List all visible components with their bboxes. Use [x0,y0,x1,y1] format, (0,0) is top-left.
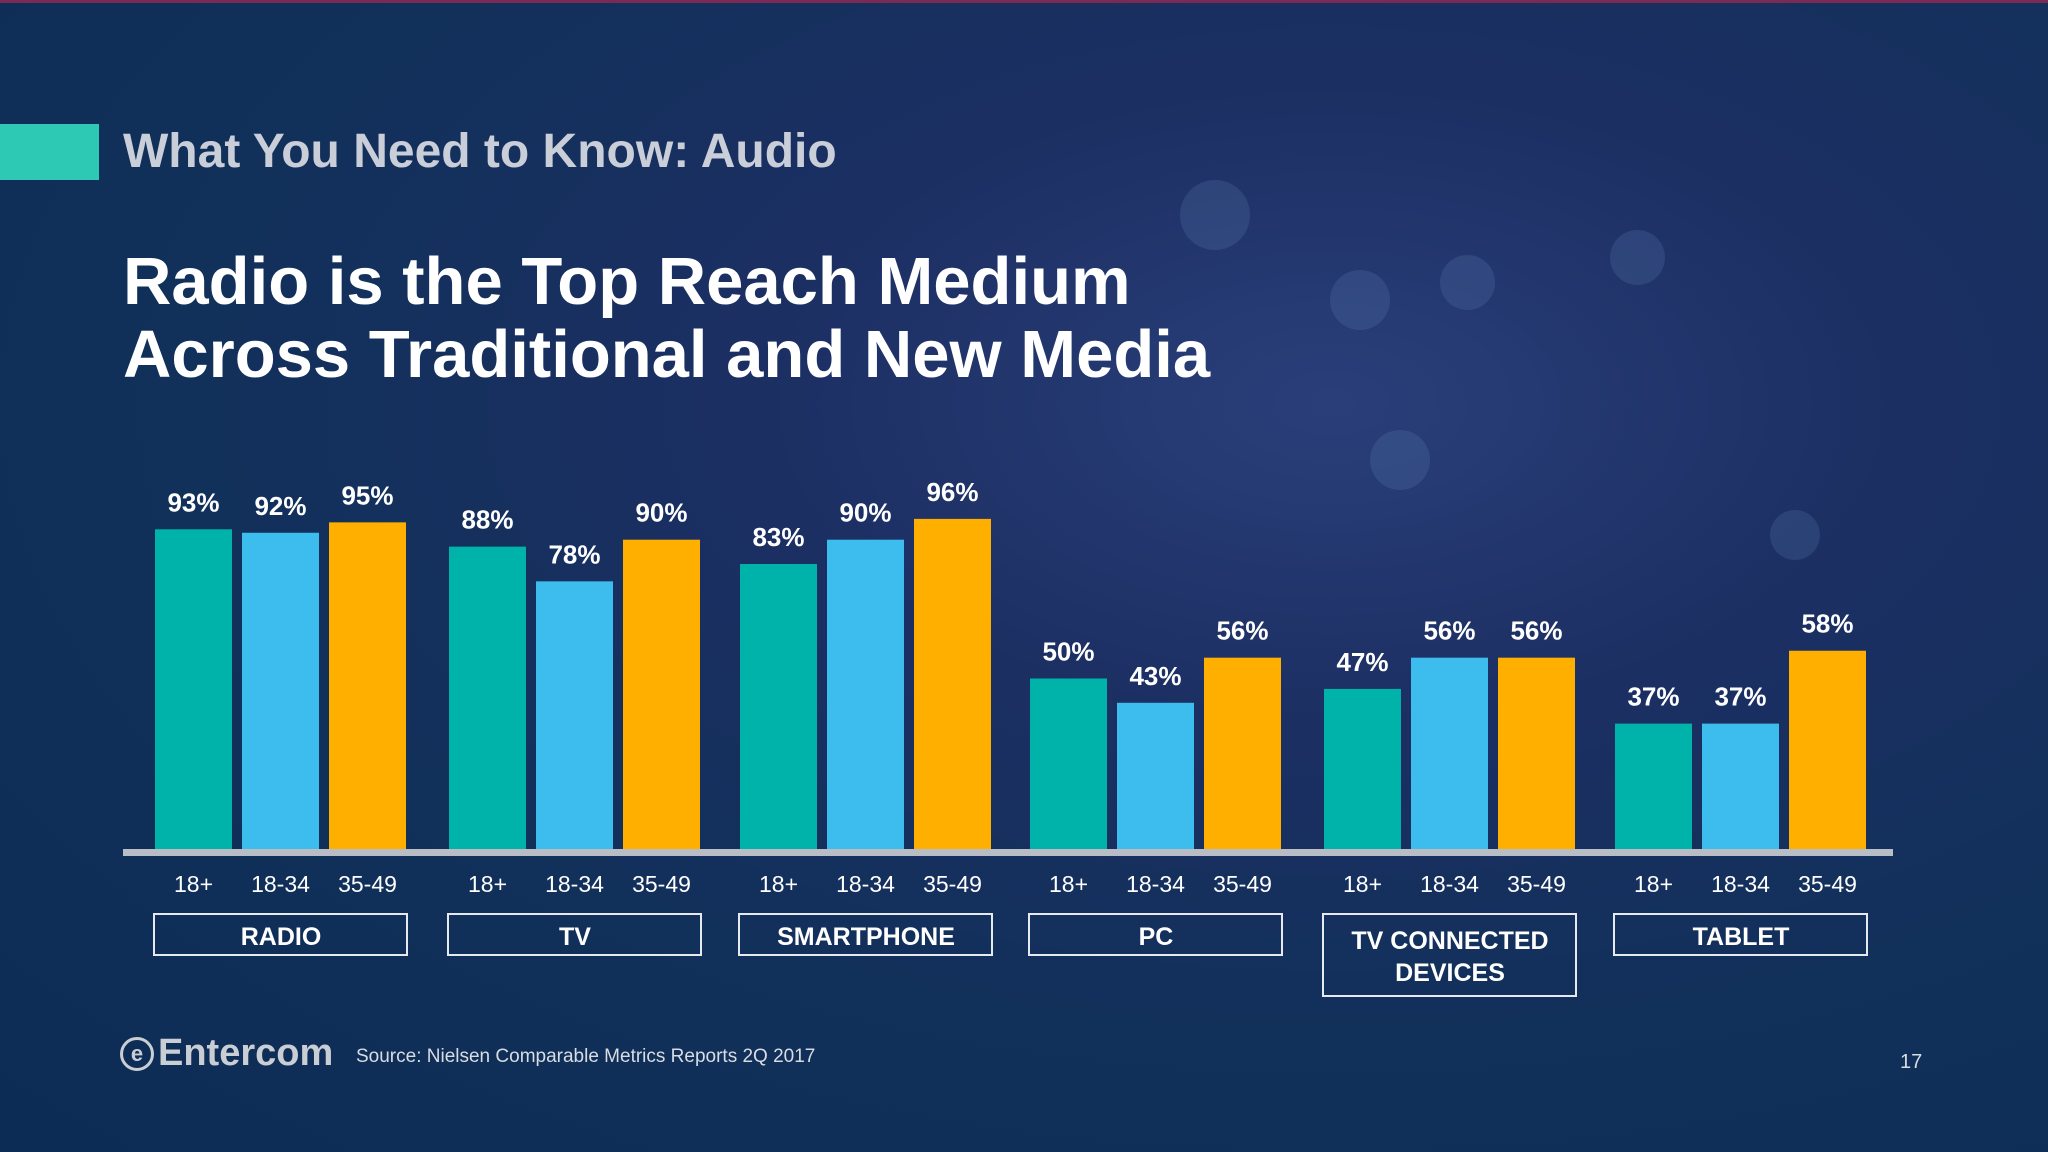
data-label: 78% [548,539,600,569]
bokeh-light [1770,510,1820,560]
data-label: 93% [167,487,219,517]
slide-title-line-1: Radio is the Top Reach Medium [123,244,1131,319]
bar [1117,702,1194,852]
x-tick-label: 18-34 [1711,871,1770,897]
category-box [1613,913,1868,956]
category-label: PC [1139,923,1174,951]
bar [1324,688,1401,852]
page-number: 17 [1900,1051,1923,1073]
x-tick-label: 18+ [1343,871,1382,897]
bar [1411,657,1488,852]
data-label: 37% [1627,682,1679,712]
x-tick-label: 35-49 [1213,871,1272,897]
category-label: RADIO [241,923,322,951]
bar [449,546,526,852]
bokeh-light [1180,180,1250,250]
bokeh-light [1370,430,1430,490]
bar [740,563,817,852]
data-label: 56% [1423,616,1475,646]
category-label: DEVICES [1395,959,1505,987]
bar [155,529,232,852]
bar [1702,723,1779,852]
data-label: 92% [254,491,306,521]
x-tick-label: 18-34 [836,871,895,897]
category-label: SMARTPHONE [777,923,955,951]
section-title: What You Need to Know: Audio [123,125,837,178]
data-label: 88% [461,505,513,535]
bar [536,581,613,852]
source-note: Source: Nielsen Comparable Metrics Repor… [356,1046,816,1067]
x-tick-label: 18+ [759,871,798,897]
bokeh-light [1330,270,1390,330]
x-tick-label: 35-49 [1507,871,1566,897]
entercom-logo-icon: e [120,1036,154,1071]
x-tick-label: 18-34 [545,871,604,897]
top-border [0,0,2048,3]
category-box [153,913,408,956]
data-label: 58% [1801,609,1853,639]
bar [1498,657,1575,852]
x-tick-label: 35-49 [632,871,691,897]
bar [1789,650,1866,852]
x-tick-label: 18-34 [251,871,310,897]
data-label: 37% [1714,682,1766,712]
x-tick-label: 18-34 [1420,871,1479,897]
data-label: 96% [926,477,978,507]
baseline-axis [123,849,1893,856]
x-tick-label: 35-49 [338,871,397,897]
bar [1204,657,1281,852]
entercom-logo: e Entercom [120,1032,333,1075]
bar [329,522,406,852]
bokeh-light [1610,230,1665,285]
slide-title: Radio is the Top Reach Medium Across Tra… [123,245,1210,391]
section-accent-bar [0,124,99,180]
bar [1030,678,1107,852]
category-label: TABLET [1693,923,1790,951]
entercom-logo-text: Entercom [158,1032,334,1074]
data-label: 47% [1336,647,1388,677]
data-label: 50% [1042,637,1094,667]
category-box [447,913,702,956]
data-label: 43% [1129,661,1181,691]
category-box [738,913,993,956]
bar [827,539,904,852]
x-tick-label: 18+ [468,871,507,897]
data-label: 95% [341,480,393,510]
data-label: 56% [1216,616,1268,646]
category-box [1322,913,1577,997]
category-box [1028,913,1283,956]
category-label: TV [559,923,591,951]
bokeh-light [1440,255,1495,310]
x-tick-label: 18-34 [1126,871,1185,897]
x-tick-label: 18+ [1049,871,1088,897]
x-tick-label: 18+ [174,871,213,897]
bar [1615,723,1692,852]
x-tick-label: 18+ [1634,871,1673,897]
bar [914,518,991,852]
data-label: 90% [635,498,687,528]
slide-title-line-2: Across Traditional and New Media [123,317,1211,392]
bar [242,532,319,852]
x-tick-label: 35-49 [1798,871,1857,897]
data-label: 56% [1510,616,1562,646]
bar [623,539,700,852]
data-label: 90% [839,498,891,528]
data-label: 83% [752,522,804,552]
category-label: TV CONNECTED [1351,927,1548,955]
x-tick-label: 35-49 [923,871,982,897]
